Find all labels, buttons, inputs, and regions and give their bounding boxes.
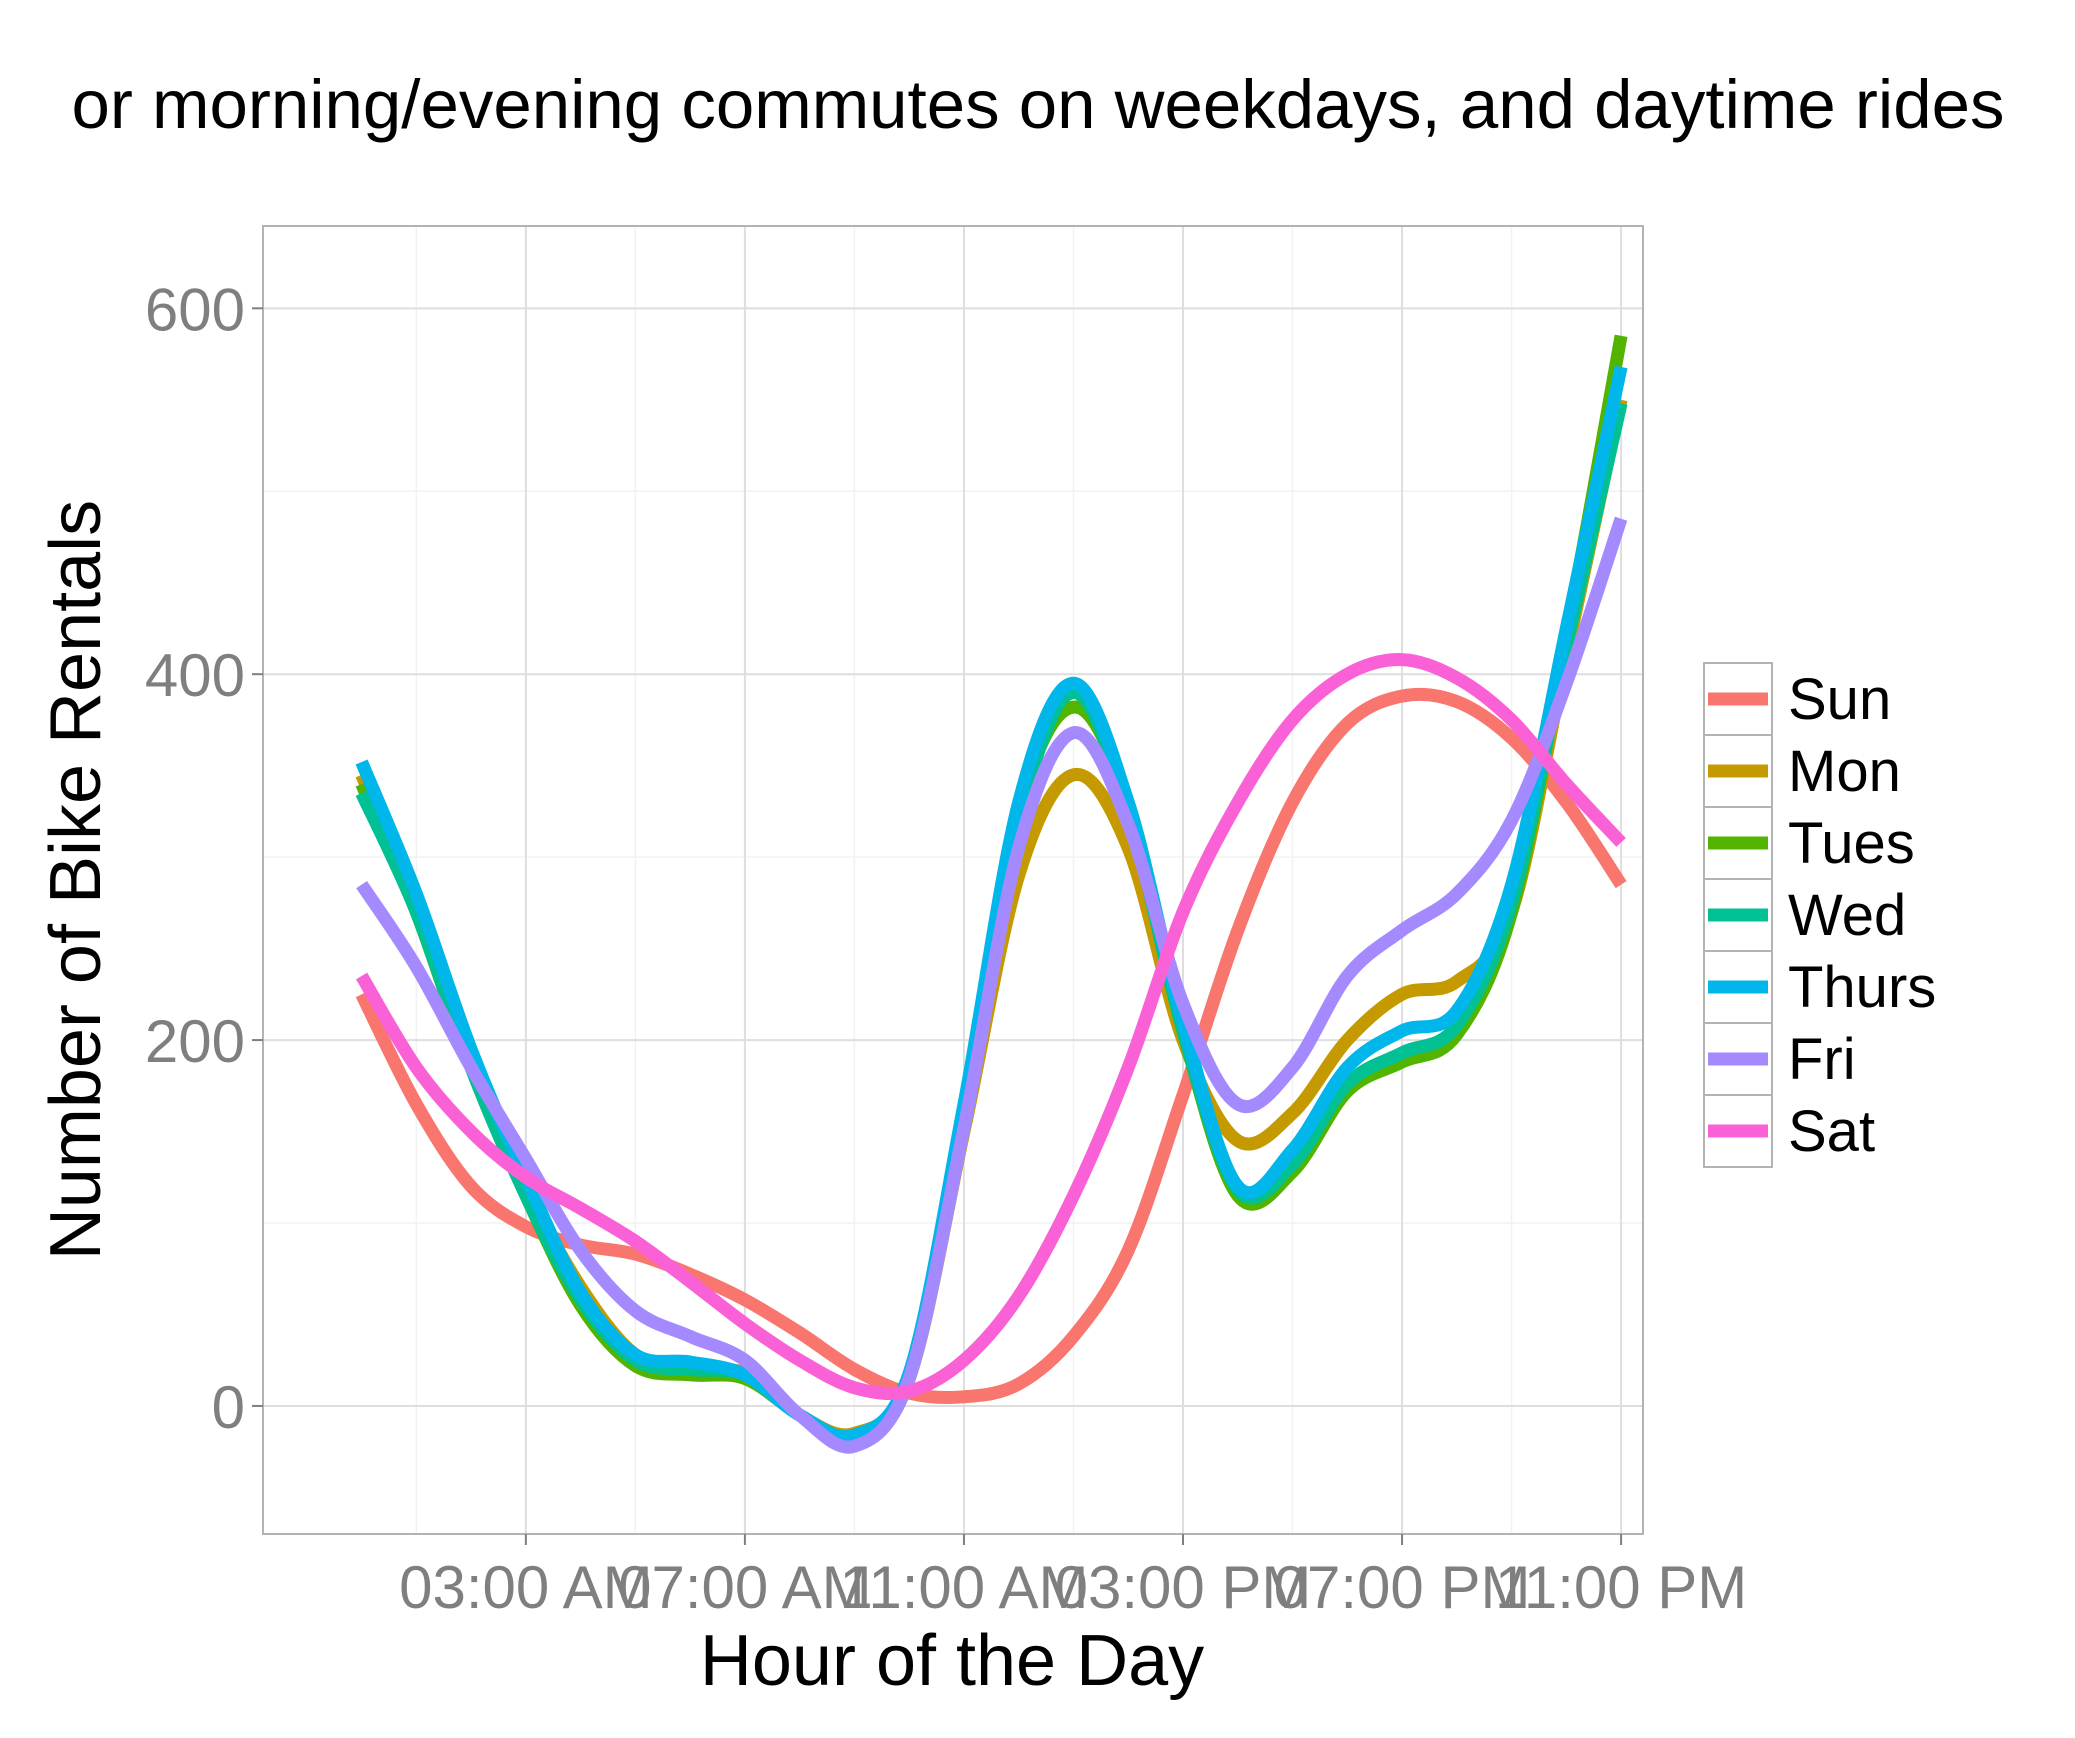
series-line-sat bbox=[356, 653, 1626, 1401]
major-gridlines bbox=[263, 226, 1643, 1534]
x-tick-label: 03:00 PM bbox=[1055, 1554, 1312, 1621]
plot-frame bbox=[262, 225, 1644, 1535]
plot-background bbox=[263, 226, 1643, 1534]
y-tick-label: 0 bbox=[212, 1374, 245, 1441]
series-lines bbox=[355, 334, 1628, 1454]
y-axis-label: Number of Bike Rentals bbox=[36, 500, 116, 1260]
legend: Sun Mon Tues Wed Thurs Fri Sat bbox=[1703, 662, 1936, 1168]
legend-label-sun: Sun bbox=[1788, 667, 1891, 732]
series-line-fri bbox=[356, 516, 1628, 1454]
x-axis-label: Hour of the Day bbox=[700, 1621, 1204, 1701]
x-tick-label: 11:00 PM bbox=[1495, 1554, 1747, 1621]
y-tick-label: 600 bbox=[145, 276, 245, 343]
y-tick-label: 200 bbox=[145, 1008, 245, 1075]
x-tick-label: 07:00 AM bbox=[618, 1554, 872, 1621]
legend-label-tues: Tues bbox=[1788, 811, 1915, 876]
legend-label-thurs: Thurs bbox=[1788, 955, 1936, 1020]
legend-label-wed: Wed bbox=[1788, 883, 1906, 948]
chart-title: or morning/evening commutes on weekdays,… bbox=[72, 66, 2005, 143]
series-line-thurs bbox=[355, 365, 1628, 1444]
legend-label-mon: Mon bbox=[1788, 739, 1901, 804]
y-axis-ticks: 0 200 400 600 bbox=[145, 276, 263, 1441]
y-tick-label: 400 bbox=[145, 642, 245, 709]
x-tick-label: 11:00 AM bbox=[839, 1554, 1088, 1621]
x-tick-label: 03:00 AM bbox=[399, 1554, 653, 1621]
plot-panel bbox=[263, 226, 1643, 1534]
legend-label-sat: Sat bbox=[1788, 1099, 1875, 1164]
x-tick-label: 07:00 PM bbox=[1274, 1554, 1531, 1621]
plot-border bbox=[262, 225, 1644, 1535]
legend-label-fri: Fri bbox=[1788, 1027, 1856, 1092]
